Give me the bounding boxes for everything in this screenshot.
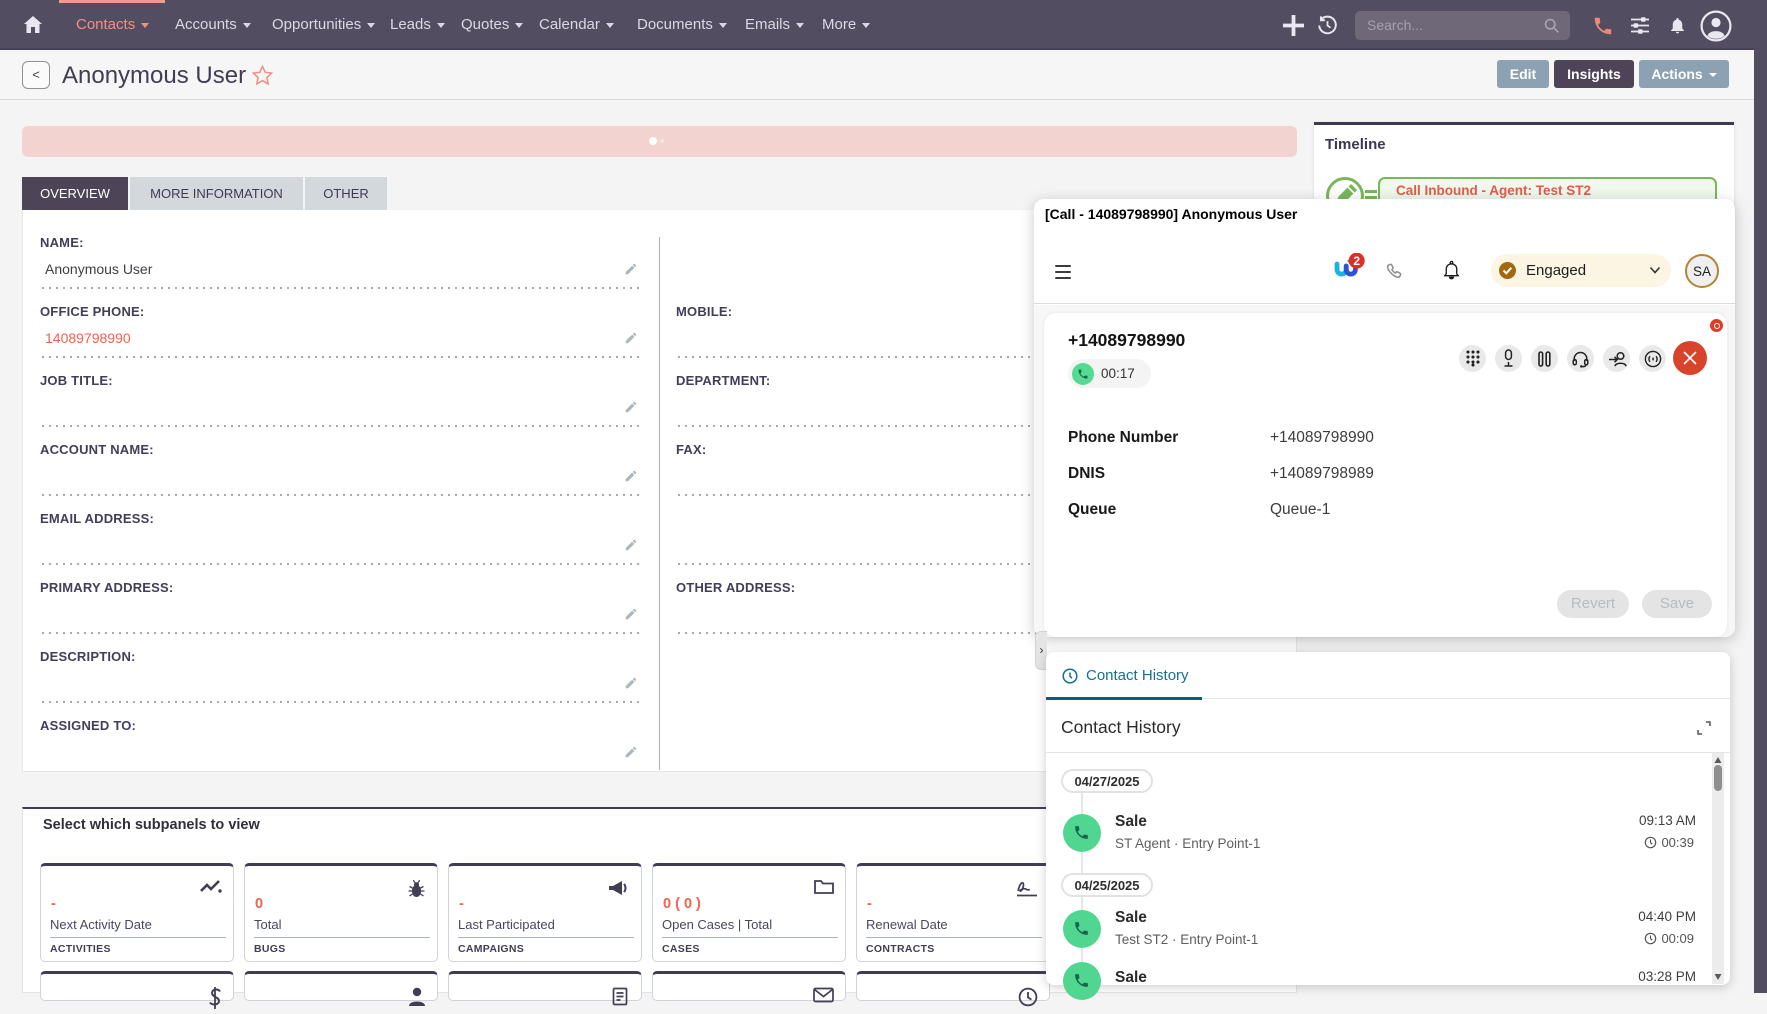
svg-text:2: 2 bbox=[1353, 254, 1360, 268]
